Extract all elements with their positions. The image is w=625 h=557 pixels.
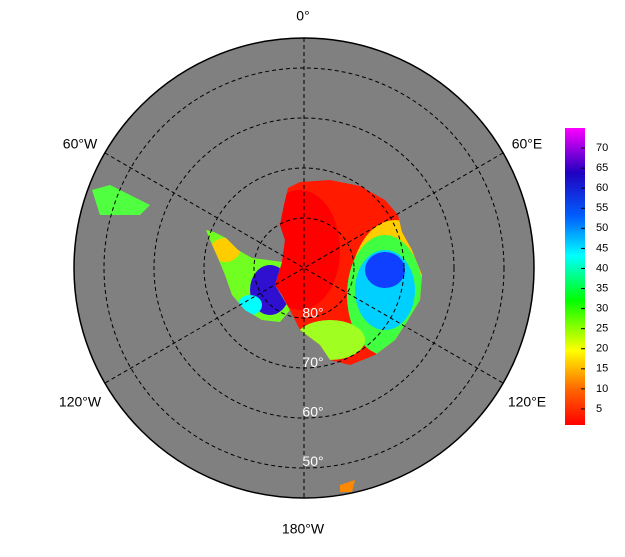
colorbar-tick-label: 60 [596, 182, 608, 194]
colorbar-tick-label: 55 [596, 202, 608, 214]
colorbar-tick-label: 25 [596, 323, 608, 335]
longitude-label: 120°E [508, 394, 546, 410]
colorbar [565, 128, 585, 425]
longitude-label: 0° [296, 8, 309, 24]
island [340, 480, 355, 492]
longitude-labels: 0° 60°E 120°E 180°W 120°W 60°W [59, 8, 546, 537]
longitude-label: 60°E [512, 136, 543, 152]
colorbar-tick-label: 30 [596, 303, 608, 315]
colorbar-tick-label: 70 [596, 142, 608, 154]
colorbar-tick-label: 35 [596, 282, 608, 294]
latitude-labels: 80° 70° 60° 50° [302, 305, 323, 470]
colorbar-tick-label: 20 [596, 343, 608, 355]
latitude-label: 60° [302, 404, 323, 420]
colorbar-tick-label: 65 [596, 162, 608, 174]
colorbar-ticks: 5 10 15 20 25 30 35 40 45 50 55 60 65 70 [581, 142, 608, 415]
latitude-label: 50° [302, 453, 323, 469]
longitude-label: 120°W [59, 394, 102, 410]
colorbar-tick-label: 40 [596, 262, 608, 274]
latitude-label: 70° [302, 354, 323, 370]
map [73, 37, 535, 499]
colorbar-tick-label: 15 [596, 363, 608, 375]
longitude-label: 60°W [63, 136, 98, 152]
longitude-label: 180°W [282, 521, 325, 537]
colorbar-tick-label: 45 [596, 242, 608, 254]
colorbar-tick-label: 50 [596, 222, 608, 234]
graticule [103, 38, 505, 498]
colorbar-tick-label: 5 [596, 403, 602, 415]
colorbar-tick-label: 10 [596, 383, 608, 395]
island [92, 185, 150, 215]
latitude-label: 80° [302, 305, 323, 321]
